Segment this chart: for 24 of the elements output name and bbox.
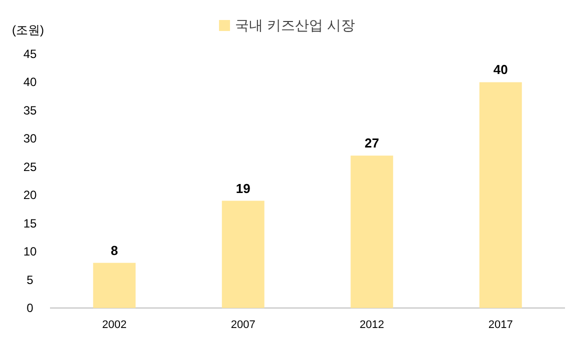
y-tick-label: 40: [23, 75, 37, 90]
y-tick-label: 20: [23, 188, 37, 202]
y-tick-label: 5: [26, 272, 34, 287]
y-tick-label: 30: [23, 132, 37, 146]
y-tick-label: 25: [23, 160, 37, 174]
x-tick-label: 2002: [102, 319, 127, 331]
y-tick-label: 35: [23, 103, 37, 118]
bar: [93, 262, 136, 308]
bar: [350, 156, 394, 308]
y-tick-label: 0: [26, 301, 34, 315]
data-label: 27: [364, 136, 380, 151]
x-tick-label: 2012: [360, 319, 384, 331]
legend-label: 국내 키즈산업 시장: [235, 17, 355, 33]
y-axis-title: (조원): [12, 23, 44, 37]
bar: [479, 82, 522, 308]
x-tick-label: 2017: [488, 319, 513, 331]
x-tick-label: 2007: [230, 319, 256, 331]
bar: [222, 200, 264, 308]
y-tick-label: 10: [23, 244, 37, 259]
data-label: 40: [493, 62, 508, 78]
y-tick-label: 45: [23, 47, 37, 61]
data-label: 8: [110, 242, 118, 258]
y-tick-label: 15: [23, 216, 37, 230]
data-label: 19: [236, 180, 250, 196]
